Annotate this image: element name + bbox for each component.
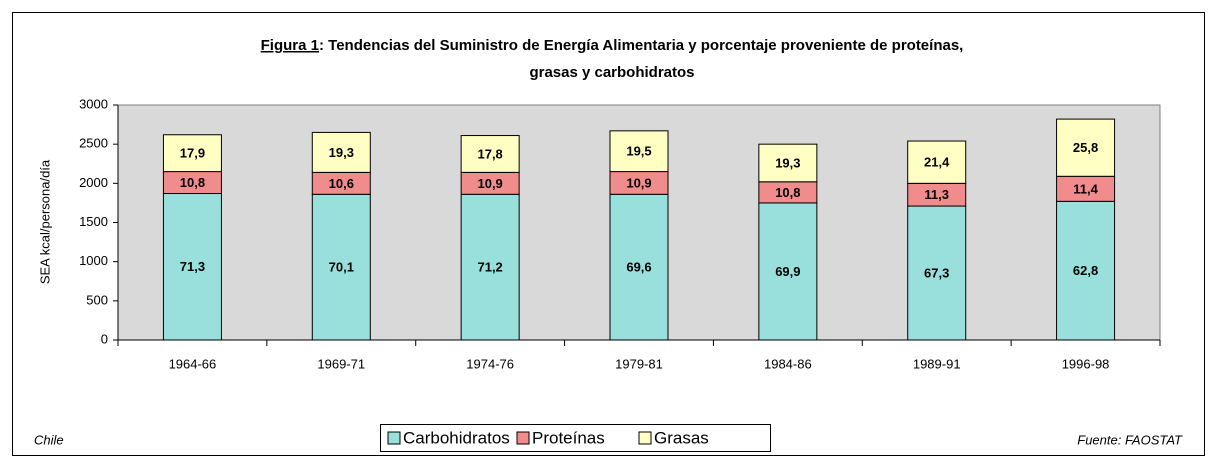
bar-segment bbox=[460, 135, 520, 173]
x-tick-label: 1989-91 bbox=[913, 356, 961, 371]
y-tick-label: 2000 bbox=[79, 175, 108, 190]
bar-segment bbox=[1056, 118, 1116, 177]
segment-label: 11,4 bbox=[1073, 181, 1098, 196]
bar-segment bbox=[758, 143, 818, 183]
chart-title: grasas y carbohidratos bbox=[529, 64, 694, 81]
segment-label: 19,3 bbox=[329, 145, 354, 160]
legend-swatch bbox=[387, 431, 401, 445]
x-tick-label: 1979-81 bbox=[615, 356, 663, 371]
x-tick-label: 1964-66 bbox=[169, 356, 217, 371]
x-tick-label: 1984-86 bbox=[764, 356, 812, 371]
segment-label: 62,8 bbox=[1073, 263, 1098, 278]
bar-segment bbox=[609, 130, 669, 173]
y-tick-label: 2500 bbox=[79, 136, 108, 151]
chart-title: Figura 1: Tendencias del Suministro de E… bbox=[261, 37, 964, 54]
segment-label: 71,3 bbox=[180, 259, 205, 274]
title-line: : Tendencias del Suministro de Energía A… bbox=[319, 37, 963, 54]
legend-swatch bbox=[516, 431, 530, 445]
legend-box bbox=[380, 424, 771, 452]
segment-label: 10,6 bbox=[329, 176, 354, 191]
legend-swatch bbox=[638, 431, 652, 445]
y-tick-label: 500 bbox=[86, 292, 108, 307]
bar-segment bbox=[311, 131, 371, 173]
x-tick-label: 1974-76 bbox=[466, 356, 514, 371]
segment-label: 69,6 bbox=[626, 260, 651, 275]
segment-label: 25,8 bbox=[1073, 140, 1098, 155]
segment-label: 10,9 bbox=[626, 175, 651, 190]
y-tick-label: 1500 bbox=[79, 214, 108, 229]
segment-label: 17,8 bbox=[477, 146, 502, 161]
note-left: Chile bbox=[34, 432, 64, 447]
bar-segment bbox=[460, 193, 520, 341]
legend-label: Carbohidratos bbox=[403, 428, 510, 447]
segment-label: 70,1 bbox=[329, 260, 354, 275]
x-tick-label: 1969-71 bbox=[317, 356, 365, 371]
segment-label: 10,8 bbox=[775, 185, 800, 200]
y-tick-label: 0 bbox=[101, 331, 108, 346]
bar-segment bbox=[162, 134, 222, 173]
bar-segment bbox=[311, 193, 371, 341]
segment-label: 10,8 bbox=[180, 175, 205, 190]
bar-segment bbox=[758, 202, 818, 341]
bar-segment bbox=[907, 205, 967, 341]
title-prefix: Figura 1 bbox=[261, 37, 319, 54]
y-tick-label: 1000 bbox=[79, 253, 108, 268]
legend-label: Grasas bbox=[654, 428, 709, 447]
y-axis-label: SEA kcal/persona/día bbox=[37, 159, 52, 284]
legend-label: Proteínas bbox=[532, 428, 605, 447]
x-tick-label: 1996-98 bbox=[1062, 356, 1110, 371]
note-right: Fuente: FAOSTAT bbox=[1077, 432, 1183, 447]
segment-label: 17,9 bbox=[180, 146, 205, 161]
segment-label: 19,5 bbox=[626, 144, 651, 159]
segment-label: 19,3 bbox=[775, 155, 800, 170]
segment-label: 21,4 bbox=[924, 155, 950, 170]
bar-segment bbox=[609, 193, 669, 341]
y-tick-label: 3000 bbox=[79, 96, 108, 111]
segment-label: 69,9 bbox=[775, 264, 800, 279]
segment-label: 67,3 bbox=[924, 265, 949, 280]
bar-segment bbox=[162, 193, 222, 341]
bar-segment bbox=[907, 140, 967, 184]
segment-label: 10,9 bbox=[477, 176, 502, 191]
segment-label: 71,2 bbox=[477, 260, 502, 275]
segment-label: 11,3 bbox=[924, 187, 949, 202]
bar-segment bbox=[1056, 200, 1116, 341]
